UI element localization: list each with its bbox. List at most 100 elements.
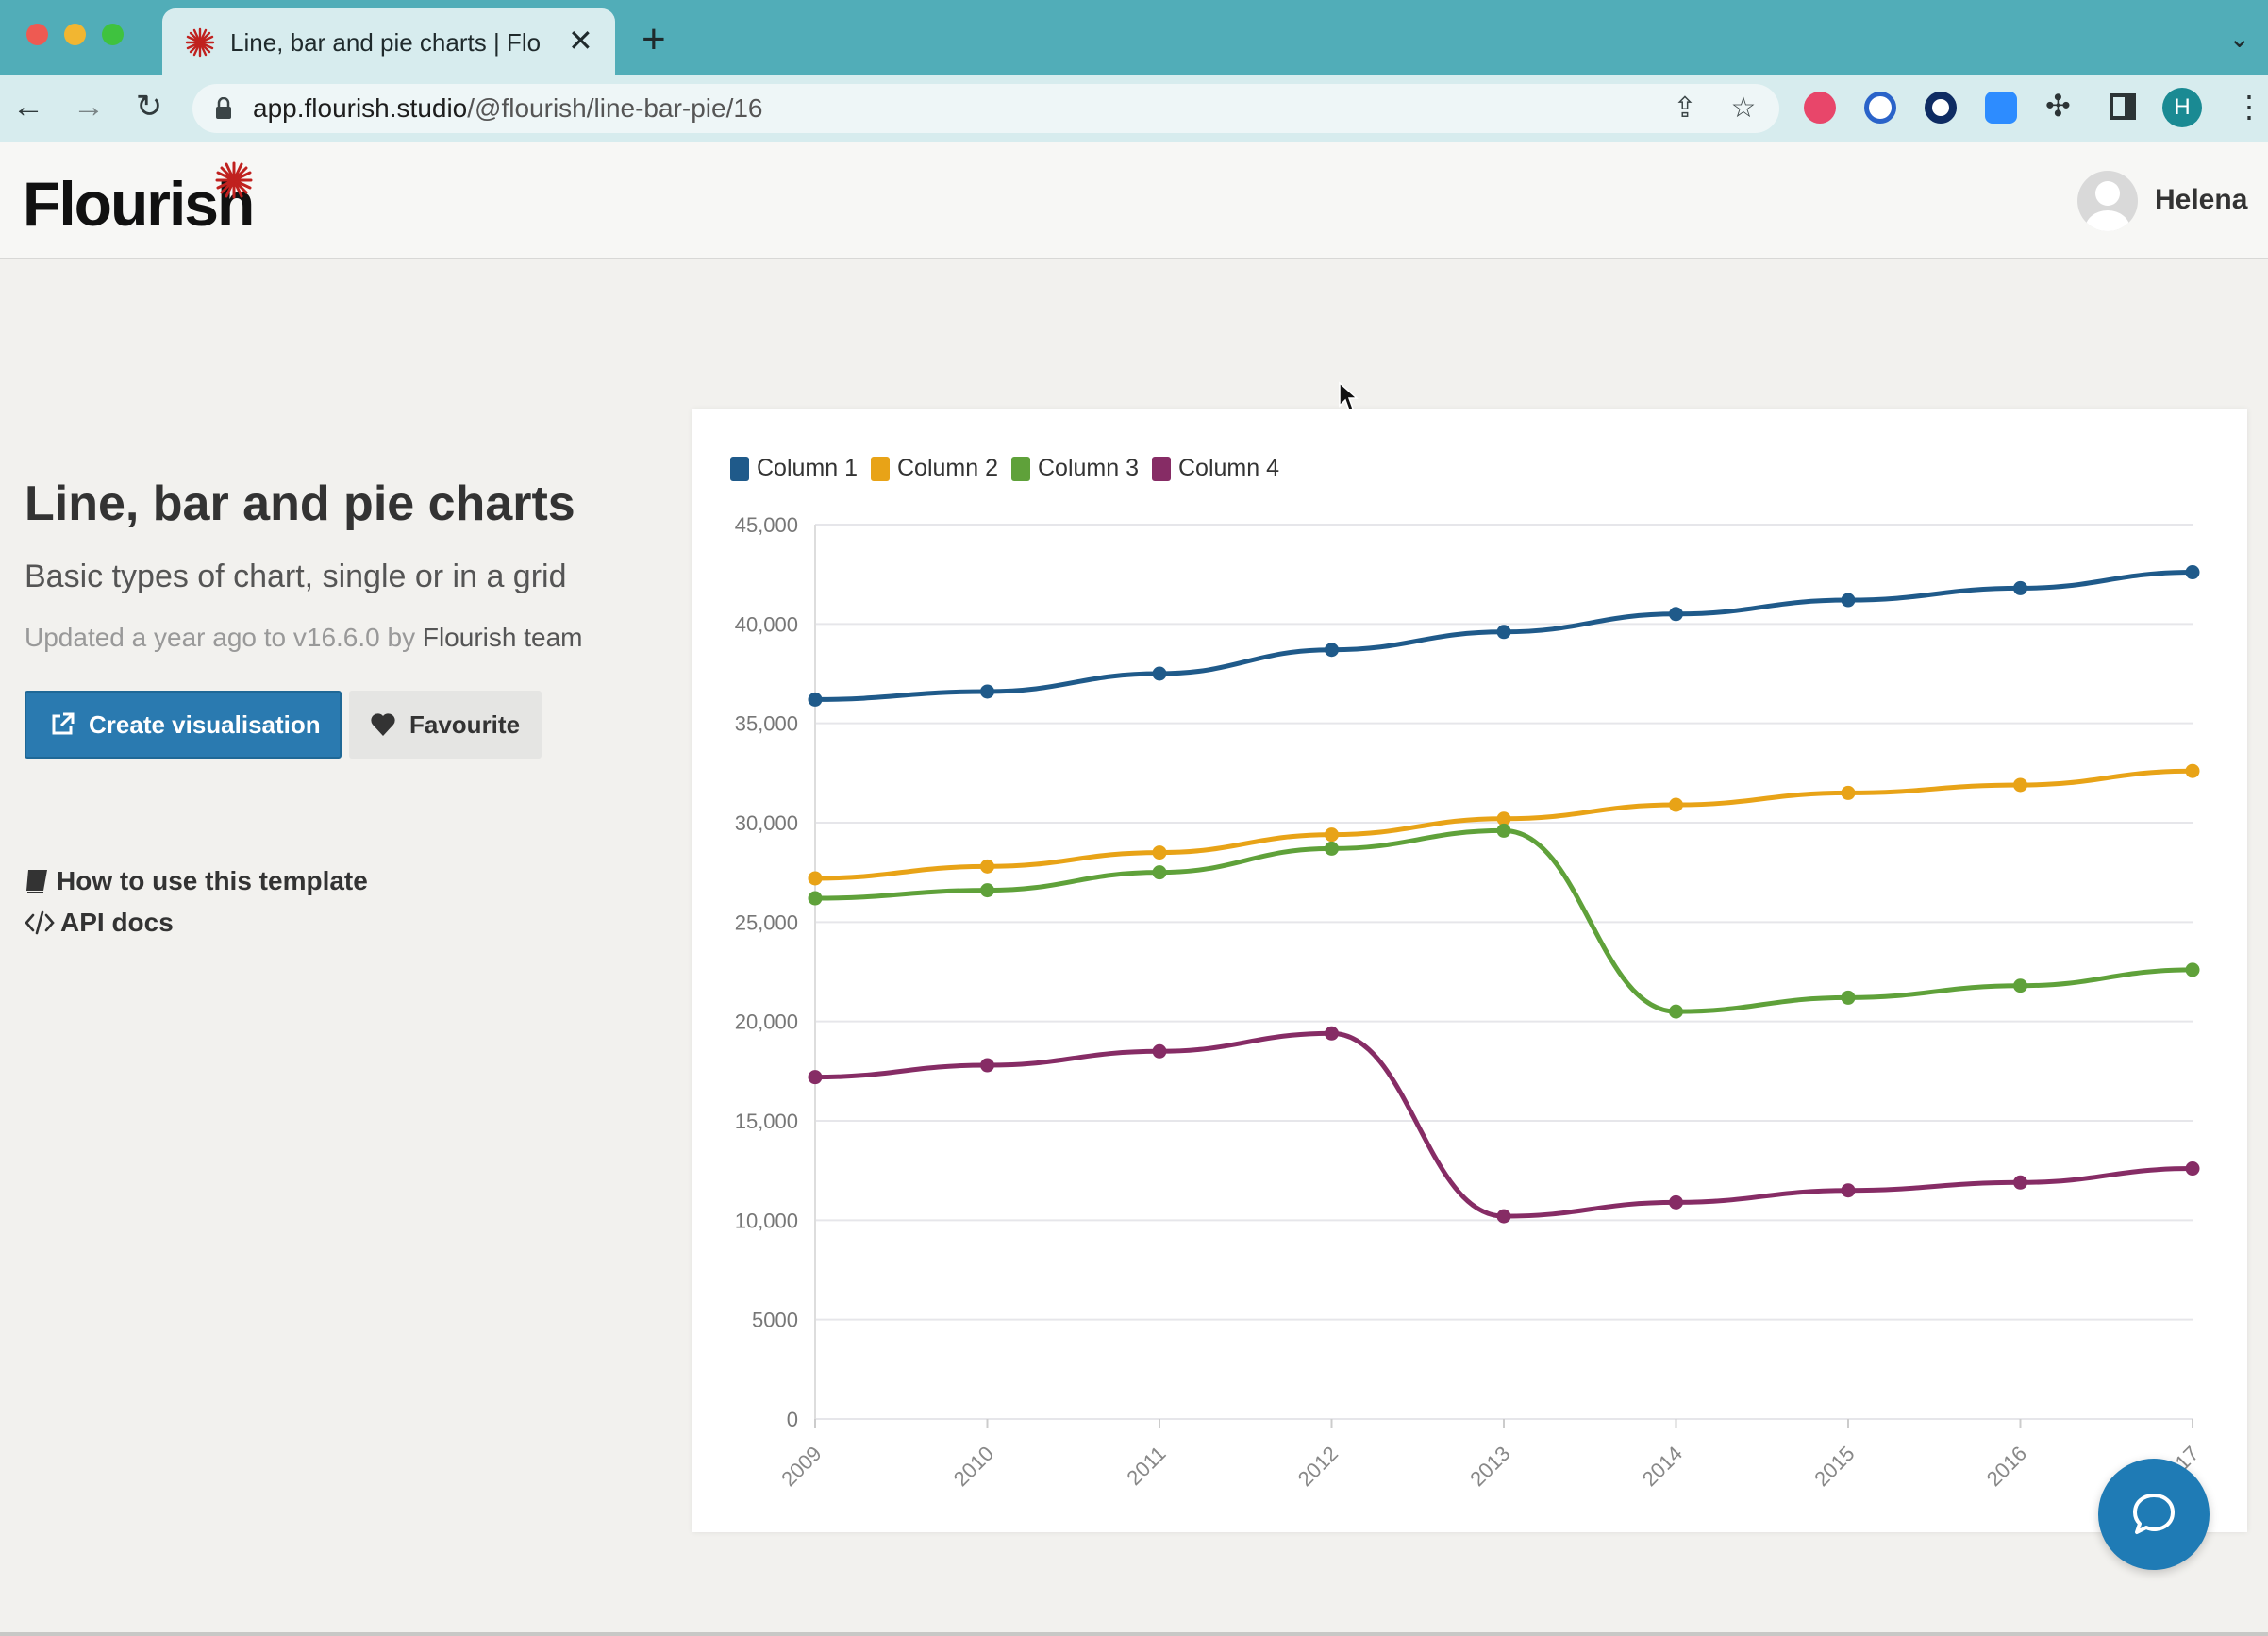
y-tick-label: 35,000	[735, 712, 798, 736]
url-host: app.flourish.studio	[253, 93, 468, 123]
side-panel-icon[interactable]	[2110, 93, 2136, 120]
chat-bubble-icon	[2133, 1494, 2175, 1534]
x-tick-label: 2013	[1465, 1442, 1514, 1491]
create-visualisation-label: Create visualisation	[89, 709, 321, 739]
x-tick-label: 2012	[1293, 1442, 1342, 1491]
y-tick-label: 15,000	[735, 1110, 798, 1133]
data-point	[808, 871, 823, 886]
legend-swatch	[1152, 456, 1171, 481]
site-header: Flourish Helena	[0, 142, 2268, 259]
tab-search-chevron-icon[interactable]: ⌄	[2228, 24, 2251, 53]
legend-swatch	[1011, 456, 1030, 481]
y-tick-label: 10,000	[735, 1209, 798, 1232]
data-point	[980, 859, 994, 874]
y-tick-label: 30,000	[735, 811, 798, 835]
data-point	[1669, 1004, 1683, 1019]
y-tick-label: 40,000	[735, 612, 798, 636]
new-tab-icon[interactable]: +	[642, 16, 666, 62]
lock-icon	[216, 97, 231, 119]
legend-item-column-3[interactable]: Column 3	[1011, 455, 1139, 482]
back-arrow-icon[interactable]: ←	[12, 89, 44, 125]
data-point	[1325, 827, 1339, 843]
line-chart: 0 5000 10,000 15,000 20,000 25,000 30,000 35,00…	[735, 513, 2204, 1491]
data-point	[808, 891, 823, 906]
book-icon	[26, 870, 47, 893]
data-point	[1669, 607, 1683, 622]
code-icon	[25, 910, 55, 935]
legend-label: Column 2	[897, 455, 998, 481]
data-point	[2013, 580, 2027, 595]
close-window-button[interactable]	[26, 24, 48, 45]
data-point	[1152, 666, 1167, 681]
profile-avatar[interactable]: H	[2162, 88, 2202, 127]
x-tick-label: 2009	[776, 1442, 825, 1491]
data-point	[1496, 811, 1511, 826]
close-tab-icon[interactable]: ✕	[568, 24, 593, 58]
help-chat-button[interactable]	[2098, 1459, 2210, 1570]
data-point	[2185, 565, 2200, 580]
heart-icon	[371, 713, 395, 736]
minimize-window-button[interactable]	[64, 24, 86, 45]
share-icon[interactable]: ⇪	[1673, 92, 1697, 124]
data-point	[1496, 823, 1511, 838]
x-tick-label: 2011	[1122, 1442, 1170, 1490]
series-line	[814, 827, 2193, 1014]
data-point	[2185, 763, 2200, 778]
template-subtitle: Basic types of chart, single or in a gri…	[25, 559, 567, 594]
author-link[interactable]: Flourish team	[422, 623, 583, 652]
data-point	[2013, 978, 2027, 993]
tab-title: Line, bar and pie charts | Flouri	[230, 28, 542, 57]
url-text: app.flourish.studio/@flourish/line-bar-p…	[253, 93, 763, 124]
address-bar[interactable]: app.flourish.studio/@flourish/line-bar-p…	[192, 84, 1779, 133]
chart-legend: Column 1 Column 2 Column 3 Column 4	[730, 455, 1292, 482]
chart-preview-card: Column 1 Column 2 Column 3 Column 4 0 500…	[692, 409, 2247, 1532]
legend-item-column-2[interactable]: Column 2	[871, 455, 998, 482]
data-point	[980, 883, 994, 898]
api-docs-label: API docs	[60, 908, 174, 937]
reload-icon[interactable]: ↻	[135, 89, 163, 125]
page-title: Line, bar and pie charts	[25, 476, 575, 531]
data-point	[1496, 625, 1511, 640]
how-to-use-link[interactable]: How to use this template	[25, 866, 368, 896]
user-silhouette-icon	[2085, 181, 2130, 231]
extension-red-icon[interactable]	[1804, 92, 1836, 124]
x-tick-label: 2010	[949, 1442, 998, 1491]
url-path: /@flourish/line-bar-pie/16	[467, 93, 763, 123]
data-point	[1325, 643, 1339, 658]
data-point	[2185, 1161, 2200, 1177]
browser-menu-icon[interactable]: ⋮	[2234, 90, 2264, 124]
data-point	[808, 692, 823, 707]
data-point	[1669, 797, 1683, 812]
forward-arrow-icon[interactable]: →	[73, 89, 105, 125]
data-point	[2013, 1175, 2027, 1190]
data-point	[1841, 785, 1856, 800]
data-point	[1325, 841, 1339, 856]
create-visualisation-button[interactable]: Create visualisation	[25, 691, 342, 759]
browser-tab-active[interactable]: Line, bar and pie charts | Flouri ✕	[162, 8, 615, 75]
data-point	[1152, 1043, 1167, 1059]
legend-swatch	[871, 456, 890, 481]
user-avatar[interactable]	[2077, 171, 2138, 231]
y-tick-label: 45,000	[735, 513, 798, 537]
legend-label: Column 1	[757, 455, 858, 481]
favourite-button[interactable]: Favourite	[349, 691, 542, 759]
data-point	[808, 1070, 823, 1085]
api-docs-link[interactable]: API docs	[25, 908, 174, 938]
browser-tab-bar: Line, bar and pie charts | Flouri ✕ + ⌄	[0, 0, 2268, 75]
zoom-extension-icon[interactable]	[1985, 92, 2017, 124]
extension-ring-icon[interactable]	[1925, 92, 1957, 124]
data-point	[980, 684, 994, 699]
legend-item-column-1[interactable]: Column 1	[730, 455, 858, 482]
series-line	[814, 1030, 2193, 1219]
flourish-logo[interactable]: Flourish	[23, 169, 255, 239]
password-manager-icon[interactable]	[1864, 92, 1896, 124]
user-name[interactable]: Helena	[2155, 184, 2248, 215]
legend-label: Column 3	[1038, 455, 1139, 481]
legend-item-column-4[interactable]: Column 4	[1152, 455, 1279, 482]
legend-label: Column 4	[1178, 455, 1279, 481]
data-point	[1841, 593, 1856, 608]
x-tick-label: 2014	[1638, 1442, 1687, 1491]
maximize-window-button[interactable]	[102, 24, 124, 45]
extensions-puzzle-icon[interactable]: ✣	[2045, 89, 2071, 123]
bookmark-star-icon[interactable]: ☆	[1730, 92, 1757, 124]
